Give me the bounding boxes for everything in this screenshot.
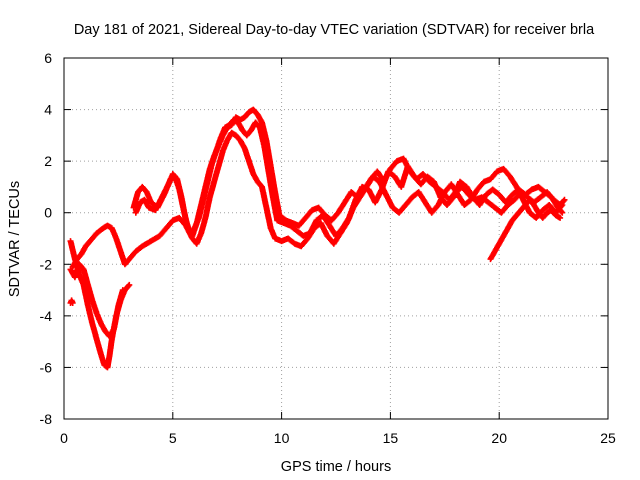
series-track-c <box>67 261 126 340</box>
y-tick-label: 0 <box>44 205 52 221</box>
series-markers <box>69 129 566 270</box>
y-tick-label: 4 <box>44 102 52 118</box>
series-track-d <box>69 129 566 270</box>
series-track-g <box>487 196 564 263</box>
y-tick-label: 2 <box>44 153 52 169</box>
x-tick-label: 15 <box>383 430 399 446</box>
series-track-f <box>130 106 568 239</box>
data-series <box>67 106 568 371</box>
plot-frame <box>63 57 609 420</box>
x-tick-label: 20 <box>491 430 507 446</box>
axis-ticks: 0 5 10 15 20 25 -8 -6 -4 -2 0 2 4 6 <box>40 50 616 446</box>
x-tick-label: 10 <box>274 430 290 446</box>
x-tick-label: 0 <box>60 430 68 446</box>
y-tick-label: -2 <box>40 256 53 272</box>
series-markers <box>130 106 568 239</box>
chart-title: Day 181 of 2021, Sidereal Day-to-day VTE… <box>74 22 595 38</box>
x-tick-label: 25 <box>600 430 616 446</box>
y-tick-label: -4 <box>40 308 53 324</box>
x-axis-label: GPS time / hours <box>281 459 391 475</box>
series-markers <box>487 196 564 263</box>
series-track-a <box>67 297 76 306</box>
series-markers <box>67 261 126 340</box>
y-tick-label: 6 <box>44 50 52 66</box>
series-markers <box>67 297 76 306</box>
y-tick-label: -6 <box>40 359 53 375</box>
x-tick-label: 5 <box>169 430 177 446</box>
y-tick-label: -8 <box>40 411 53 427</box>
y-axis-label: SDTVAR / TECUs <box>7 181 23 297</box>
